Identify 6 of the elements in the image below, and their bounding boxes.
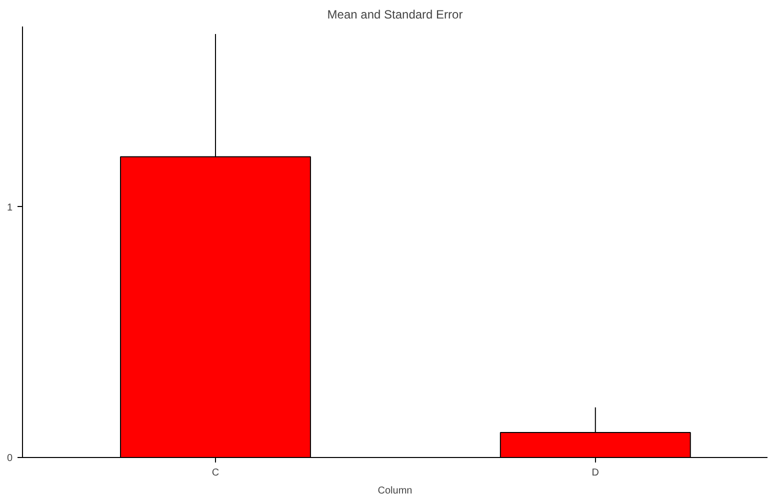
y-tick-label: 0 (6, 453, 13, 464)
chart-title: Mean and Standard Error (327, 8, 463, 22)
y-tick-label: 1 (6, 202, 13, 214)
x-tick-label: D (592, 468, 600, 478)
x-axis-title: Column (378, 486, 412, 496)
x-tick-label: C (212, 468, 220, 478)
